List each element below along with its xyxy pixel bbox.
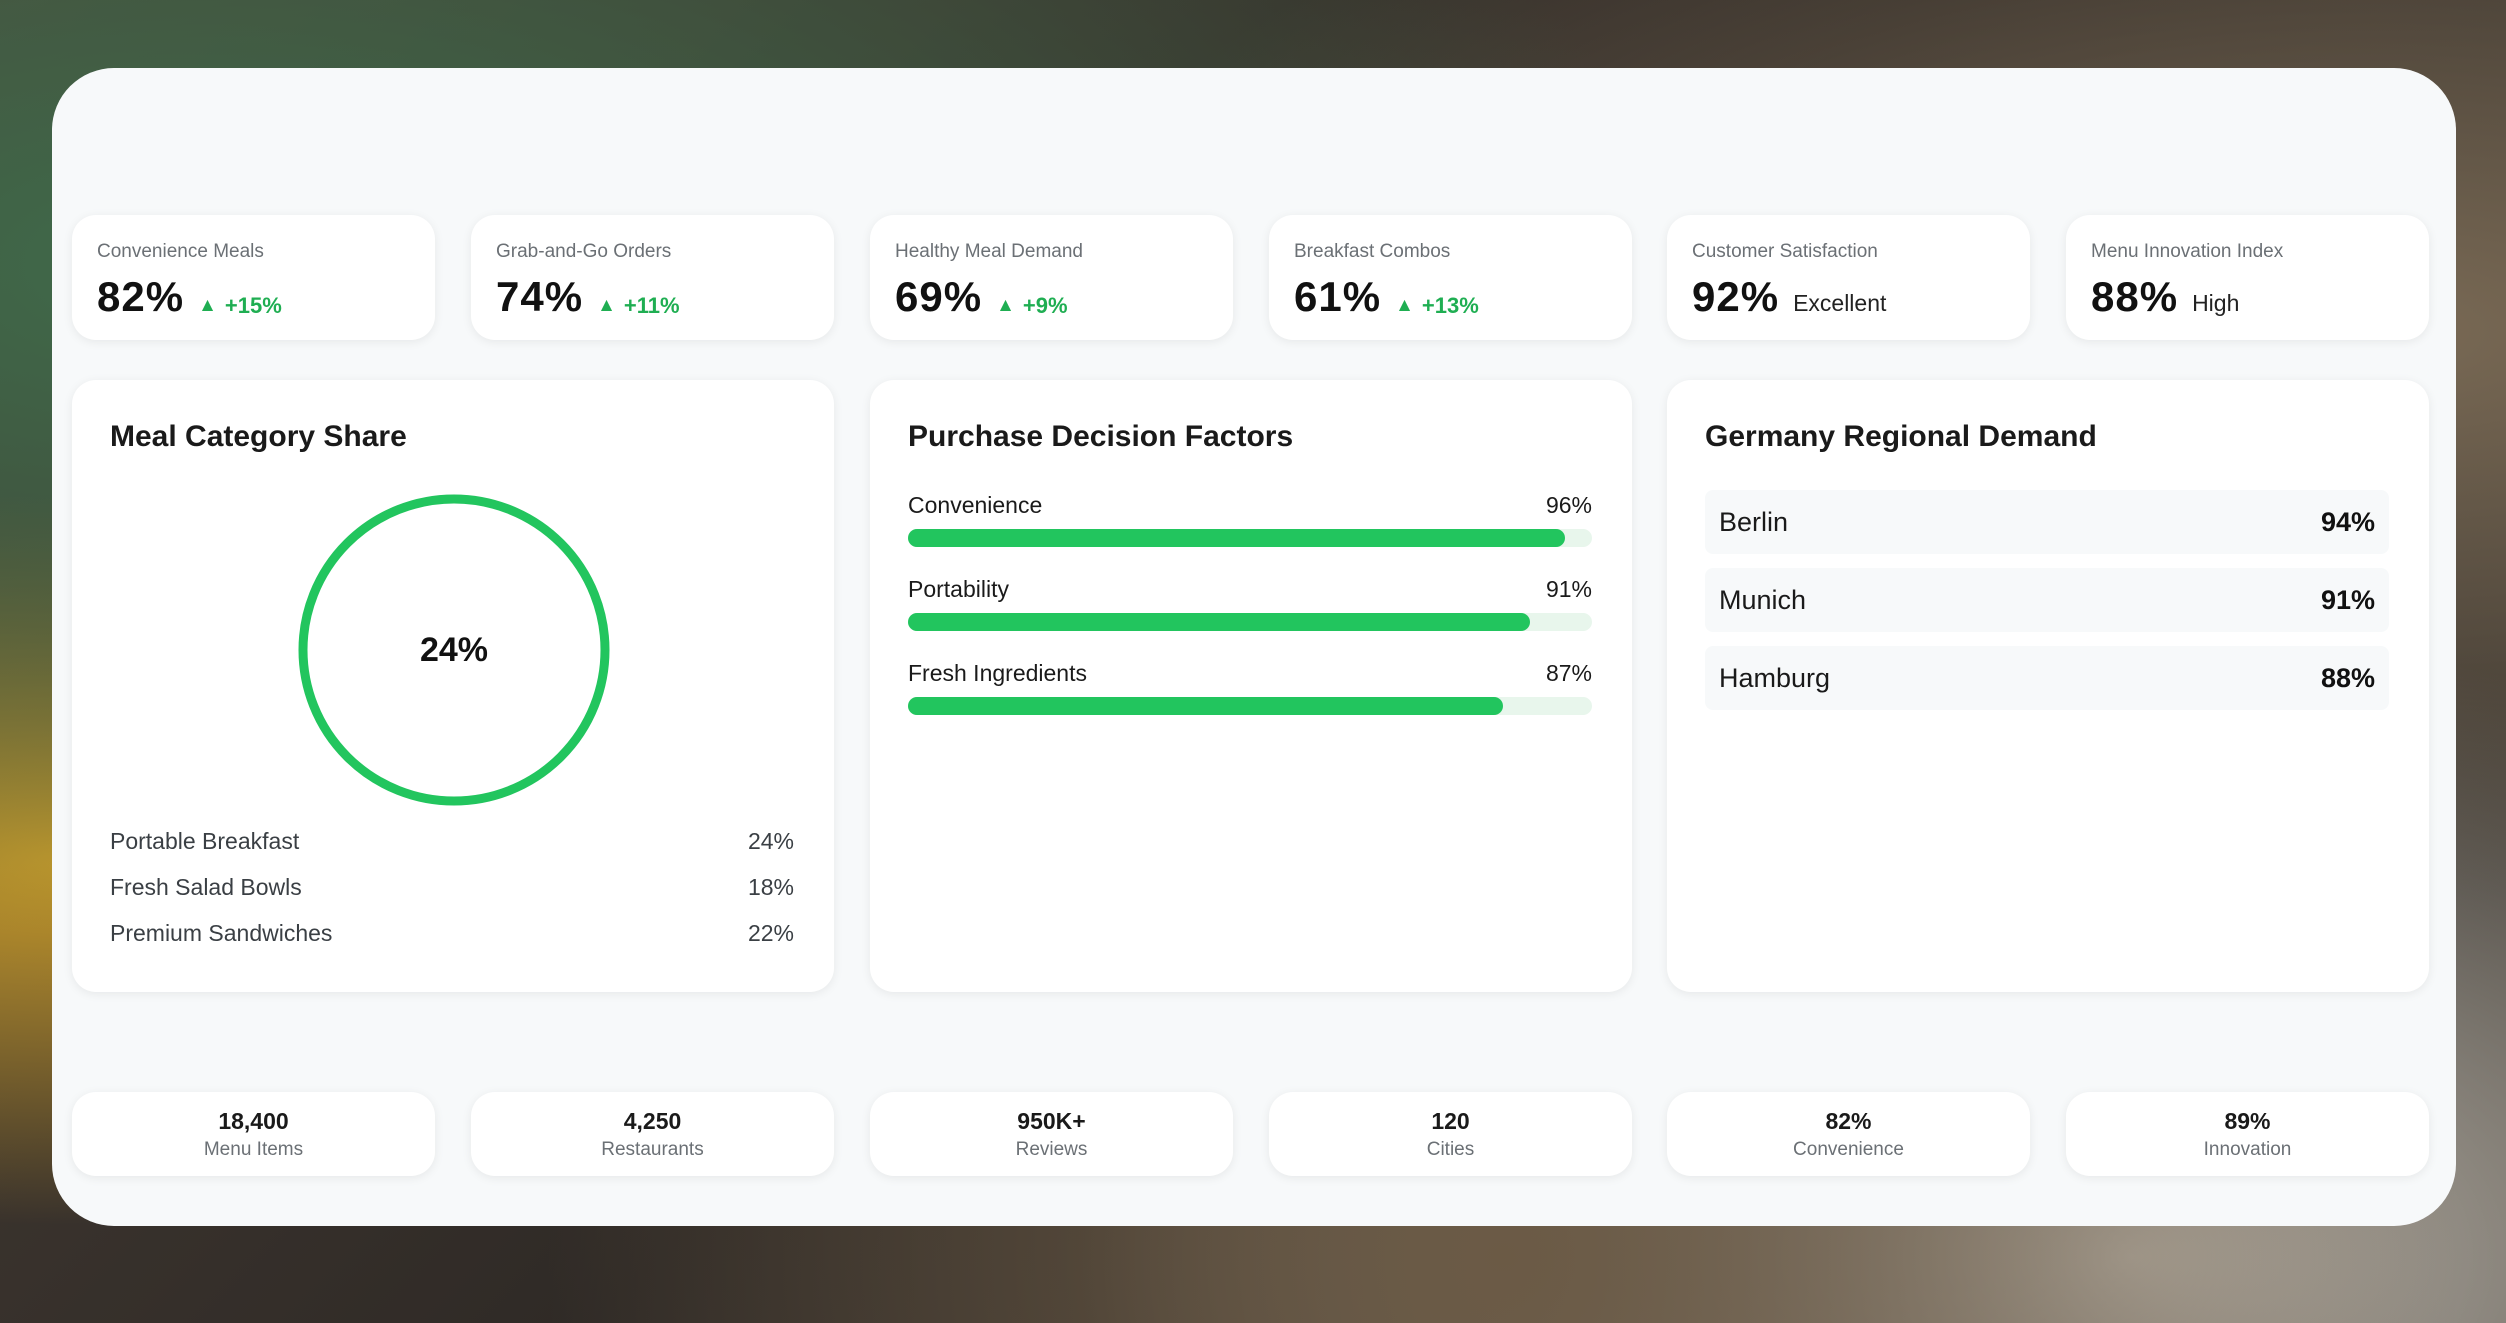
donut-center-value: 24%: [419, 630, 489, 669]
factor-label: Portability: [908, 576, 1009, 602]
progress-track: [908, 529, 1592, 547]
category-donut-ring: [298, 494, 610, 806]
factor-row: Fresh Ingredients 87%: [908, 660, 1592, 715]
card-title: Meal Category Share: [110, 420, 407, 453]
region-value: 91%: [2320, 584, 2375, 615]
purchase-factors-card: Purchase Decision Factors Convenience 96…: [870, 380, 1632, 992]
stat-value: 4,250: [623, 1107, 682, 1134]
factor-row: Portability 91%: [908, 576, 1592, 631]
legend-label: Premium Sandwiches: [110, 920, 333, 946]
up-triangle-icon: ▲: [1395, 295, 1414, 316]
legend-row: Fresh Salad Bowls 18%: [110, 874, 794, 901]
progress-fill: [908, 529, 1565, 547]
legend-value: 18%: [747, 874, 794, 900]
stat-label: Innovation: [2203, 1138, 2292, 1160]
stat-label: Convenience: [1793, 1138, 1904, 1160]
meal-category-share-card: Meal Category Share 24% Portable Breakfa…: [72, 380, 834, 992]
factor-label: Convenience: [908, 492, 1043, 518]
region-name: Munich: [1719, 584, 1807, 615]
region-row-munich: Munich 91%: [1705, 568, 2389, 632]
factor-label: Fresh Ingredients: [908, 660, 1087, 686]
kpi-rating: High: [2192, 290, 2240, 316]
legend-row: Portable Breakfast 24%: [110, 828, 794, 855]
stat-value: 120: [1431, 1107, 1470, 1134]
up-triangle-icon: ▲: [198, 295, 217, 316]
progress-fill: [908, 613, 1531, 631]
card-title: Germany Regional Demand: [1705, 420, 2097, 453]
kpi-card-breakfast-combos: Breakfast Combos 61% ▲ +13%: [1269, 215, 1632, 340]
stat-label: Cities: [1426, 1138, 1475, 1160]
kpi-delta: ▲ +11%: [597, 293, 680, 318]
kpi-delta: ▲ +13%: [1395, 293, 1479, 318]
stat-value: 18,400: [218, 1107, 289, 1134]
legend-label: Fresh Salad Bowls: [110, 874, 302, 900]
kpi-value: 88%: [2091, 273, 2179, 320]
kpi-card-convenience-meals: Convenience Meals 82% ▲ +15%: [72, 215, 435, 340]
dashboard-panel: Convenience Meals 82% ▲ +15% Grab-and-Go …: [52, 68, 2456, 1226]
progress-fill: [908, 697, 1504, 715]
kpi-rating: Excellent: [1793, 290, 1887, 316]
stat-card-cities: 120 Cities: [1269, 1092, 1632, 1176]
kpi-value: 92%: [1692, 273, 1780, 320]
region-value: 94%: [2320, 506, 2375, 537]
regional-demand-card: Germany Regional Demand Berlin 94% Munic…: [1667, 380, 2429, 992]
stat-card-convenience: 82% Convenience: [1667, 1092, 2030, 1176]
stat-value: 950K+: [1017, 1107, 1086, 1134]
progress-track: [908, 613, 1592, 631]
region-row-berlin: Berlin 94%: [1705, 490, 2389, 554]
region-name: Hamburg: [1719, 662, 1831, 693]
kpi-label: Healthy Meal Demand: [895, 241, 1083, 262]
factor-value: 87%: [1545, 660, 1592, 686]
up-triangle-icon: ▲: [996, 295, 1015, 316]
stat-value: 82%: [1825, 1107, 1872, 1134]
kpi-value: 74%: [496, 273, 584, 320]
legend-row: Premium Sandwiches 22%: [110, 920, 794, 947]
up-triangle-icon: ▲: [597, 295, 616, 316]
kpi-label: Breakfast Combos: [1294, 241, 1451, 262]
kpi-label: Grab-and-Go Orders: [496, 241, 672, 262]
kpi-card-grab-and-go: Grab-and-Go Orders 74% ▲ +11%: [471, 215, 834, 340]
stat-value: 89%: [2224, 1107, 2271, 1134]
card-title: Purchase Decision Factors: [908, 420, 1294, 453]
stat-card-menu-items: 18,400 Menu Items: [72, 1092, 435, 1176]
stat-label: Reviews: [1015, 1138, 1088, 1160]
legend-value: 24%: [747, 828, 794, 854]
legend-value: 22%: [747, 920, 794, 946]
region-value: 88%: [2320, 662, 2375, 693]
stat-label: Menu Items: [203, 1138, 304, 1160]
stat-card-restaurants: 4,250 Restaurants: [471, 1092, 834, 1176]
kpi-value: 69%: [895, 273, 983, 320]
kpi-value: 61%: [1294, 273, 1382, 320]
progress-track: [908, 697, 1592, 715]
region-name: Berlin: [1719, 506, 1789, 537]
kpi-card-customer-satisfaction: Customer Satisfaction 92% Excellent: [1667, 215, 2030, 340]
factor-row: Convenience 96%: [908, 492, 1592, 547]
factor-value: 91%: [1545, 576, 1592, 602]
kpi-card-healthy-meal: Healthy Meal Demand 69% ▲ +9%: [870, 215, 1233, 340]
kpi-value: 82%: [97, 273, 185, 320]
kpi-delta: ▲ +9%: [996, 293, 1068, 318]
stat-label: Restaurants: [601, 1138, 704, 1160]
kpi-delta: ▲ +15%: [198, 293, 282, 318]
kpi-label: Customer Satisfaction: [1692, 241, 1878, 262]
factor-value: 96%: [1545, 492, 1592, 518]
kpi-label: Convenience Meals: [97, 241, 264, 262]
stat-card-innovation: 89% Innovation: [2066, 1092, 2429, 1176]
kpi-label: Menu Innovation Index: [2091, 241, 2284, 262]
region-row-hamburg: Hamburg 88%: [1705, 646, 2389, 710]
kpi-card-menu-innovation: Menu Innovation Index 88% High: [2066, 215, 2429, 340]
stat-card-reviews: 950K+ Reviews: [870, 1092, 1233, 1176]
legend-label: Portable Breakfast: [110, 828, 300, 854]
